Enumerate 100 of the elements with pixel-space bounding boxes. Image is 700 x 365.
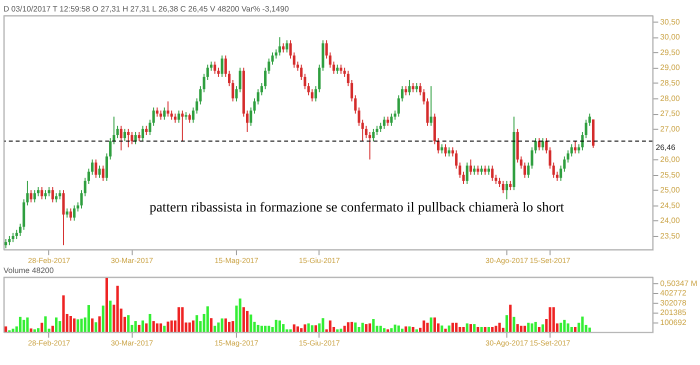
bar <box>498 322 501 332</box>
candlestick <box>574 140 577 154</box>
candlestick <box>66 208 68 218</box>
candlestick <box>346 70 350 87</box>
bar <box>346 322 350 332</box>
candlestick <box>310 88 314 102</box>
bar <box>178 307 180 332</box>
bar <box>156 323 158 332</box>
bar <box>322 318 324 332</box>
bar <box>18 316 22 332</box>
candlestick <box>469 159 472 176</box>
bar <box>542 324 544 332</box>
bar <box>390 328 393 332</box>
bar <box>87 305 90 332</box>
candlestick <box>102 165 104 182</box>
bar <box>382 328 386 332</box>
bar <box>300 328 303 332</box>
bar <box>581 316 584 332</box>
text: Volume 48200 <box>3 266 54 275</box>
candlestick <box>18 223 22 236</box>
candlestick <box>12 232 14 243</box>
bar <box>314 325 318 332</box>
bar <box>170 320 173 332</box>
annotation: pattern ribassista in formazione se confermato il pullback chiamerà lo short <box>149 200 564 215</box>
y-tick-label: 25,00 <box>660 186 680 195</box>
candlestick <box>437 138 440 154</box>
candlestick <box>98 165 101 178</box>
bar <box>80 318 83 332</box>
bar <box>116 286 119 332</box>
bar <box>509 304 512 332</box>
candlestick <box>94 159 98 178</box>
candlestick <box>246 110 249 132</box>
candlestick <box>51 186 54 203</box>
candlestick <box>188 113 191 124</box>
text: 26,46 <box>656 142 676 152</box>
bar <box>256 324 260 332</box>
candlestick <box>210 61 213 72</box>
candlestick <box>220 55 224 78</box>
candlestick <box>487 165 490 176</box>
y-tick-label: 30,50 <box>660 17 680 26</box>
candlestick <box>282 42 285 53</box>
y-tick-label: 26,00 <box>660 154 680 164</box>
bar <box>250 314 252 332</box>
bar <box>552 307 555 332</box>
bar <box>491 326 494 332</box>
bar <box>372 319 375 332</box>
candlestick <box>73 204 76 222</box>
candlestick <box>484 165 486 176</box>
candlestick <box>340 64 342 74</box>
y-tick-label: 28,50 <box>660 78 680 88</box>
bar <box>242 307 245 332</box>
candlestick <box>430 86 432 126</box>
candlestick <box>509 180 512 191</box>
candlestick <box>332 61 336 74</box>
bar <box>246 310 249 332</box>
y-tick-label: 29,50 <box>660 48 680 57</box>
bar <box>145 323 148 332</box>
candlestick <box>4 238 8 249</box>
bar <box>224 318 227 332</box>
bar <box>76 319 80 332</box>
candlestick <box>570 144 573 157</box>
candlestick <box>278 36 281 56</box>
bar <box>354 322 357 332</box>
y-tick-label: 25,50 <box>660 170 680 180</box>
bar <box>210 318 213 332</box>
bar <box>62 295 65 332</box>
bar <box>574 326 577 332</box>
bar <box>40 322 44 332</box>
bar <box>444 328 447 332</box>
bar <box>476 326 480 332</box>
candlestick <box>476 165 480 176</box>
candlestick <box>286 40 288 53</box>
candlestick <box>30 190 32 203</box>
candlestick <box>364 125 368 139</box>
candlestick <box>397 94 400 118</box>
candlestick <box>473 165 476 176</box>
candlestick <box>33 190 36 203</box>
bar <box>51 326 54 332</box>
bar <box>214 326 216 332</box>
y-tick-label: 302078 <box>660 298 688 308</box>
candlestick <box>214 61 216 74</box>
y-tick-label: 100692 <box>660 318 686 327</box>
bar <box>310 325 314 332</box>
bar <box>458 326 462 332</box>
candlestick <box>412 82 414 93</box>
bar <box>350 322 354 332</box>
candlestick <box>105 152 108 182</box>
bar <box>217 322 220 332</box>
candlestick <box>120 125 122 151</box>
bar <box>260 326 263 332</box>
bar <box>163 326 166 332</box>
candlestick <box>372 128 375 142</box>
candlestick <box>192 107 195 124</box>
bar <box>440 326 444 332</box>
bar <box>448 326 450 332</box>
candlestick <box>44 190 47 200</box>
candlestick <box>448 146 450 157</box>
candlestick <box>109 138 112 160</box>
candlestick <box>130 131 134 145</box>
bar <box>69 316 72 332</box>
